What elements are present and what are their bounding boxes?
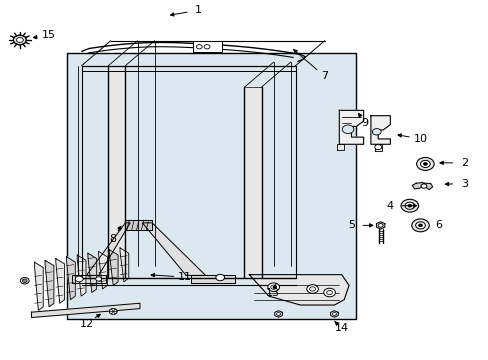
Text: 12: 12 [79,319,93,329]
Polygon shape [244,87,261,278]
Text: 8: 8 [109,234,117,244]
Circle shape [423,162,427,165]
Circle shape [418,224,422,227]
Circle shape [20,278,29,284]
Text: 7: 7 [321,71,327,81]
Text: 13: 13 [265,288,279,297]
Circle shape [420,160,429,167]
Polygon shape [274,311,282,317]
Text: 9: 9 [361,118,368,128]
Polygon shape [99,251,107,289]
Circle shape [14,35,26,45]
Polygon shape [34,262,43,310]
Polygon shape [88,253,97,293]
Polygon shape [125,220,152,230]
Circle shape [323,288,335,297]
Text: 10: 10 [413,134,427,144]
Polygon shape [249,275,348,305]
Circle shape [404,202,414,209]
Polygon shape [66,257,75,300]
Polygon shape [108,66,125,278]
Circle shape [309,287,315,291]
Polygon shape [45,260,54,307]
Text: 11: 11 [178,272,192,282]
Polygon shape [370,116,389,144]
Circle shape [420,184,426,188]
Polygon shape [120,248,128,282]
Circle shape [377,224,382,227]
Polygon shape [411,183,424,189]
Polygon shape [191,275,234,283]
Circle shape [326,291,332,295]
Circle shape [372,129,380,135]
Circle shape [306,285,318,293]
Circle shape [17,37,23,42]
Circle shape [400,199,418,212]
Polygon shape [422,183,432,190]
Circle shape [374,145,381,150]
Text: 1: 1 [194,5,202,15]
Polygon shape [374,144,381,151]
Circle shape [270,285,276,289]
Circle shape [75,276,83,282]
Text: 5: 5 [347,220,354,230]
Circle shape [342,125,353,134]
Text: 15: 15 [41,30,56,40]
Polygon shape [109,249,118,285]
Polygon shape [330,311,338,317]
Text: 3: 3 [460,179,467,189]
Text: 4: 4 [386,201,393,211]
Polygon shape [56,258,64,303]
Text: 2: 2 [460,158,467,168]
Circle shape [415,222,425,229]
Bar [67,53,356,319]
Circle shape [196,45,202,49]
Polygon shape [376,222,384,229]
Circle shape [22,279,27,283]
Circle shape [332,312,336,315]
Circle shape [411,219,428,232]
Polygon shape [339,111,363,144]
Bar [193,41,221,52]
Circle shape [407,204,411,207]
Polygon shape [77,255,86,296]
Circle shape [416,157,433,170]
Polygon shape [72,275,106,283]
Polygon shape [142,223,205,275]
Circle shape [267,283,279,292]
Polygon shape [86,223,130,275]
Text: 14: 14 [334,323,348,333]
Circle shape [96,277,102,281]
Circle shape [215,274,224,281]
Text: 6: 6 [435,220,442,230]
Circle shape [276,312,280,315]
Circle shape [203,45,209,49]
Polygon shape [336,144,344,150]
Polygon shape [31,303,140,318]
Circle shape [109,309,117,314]
